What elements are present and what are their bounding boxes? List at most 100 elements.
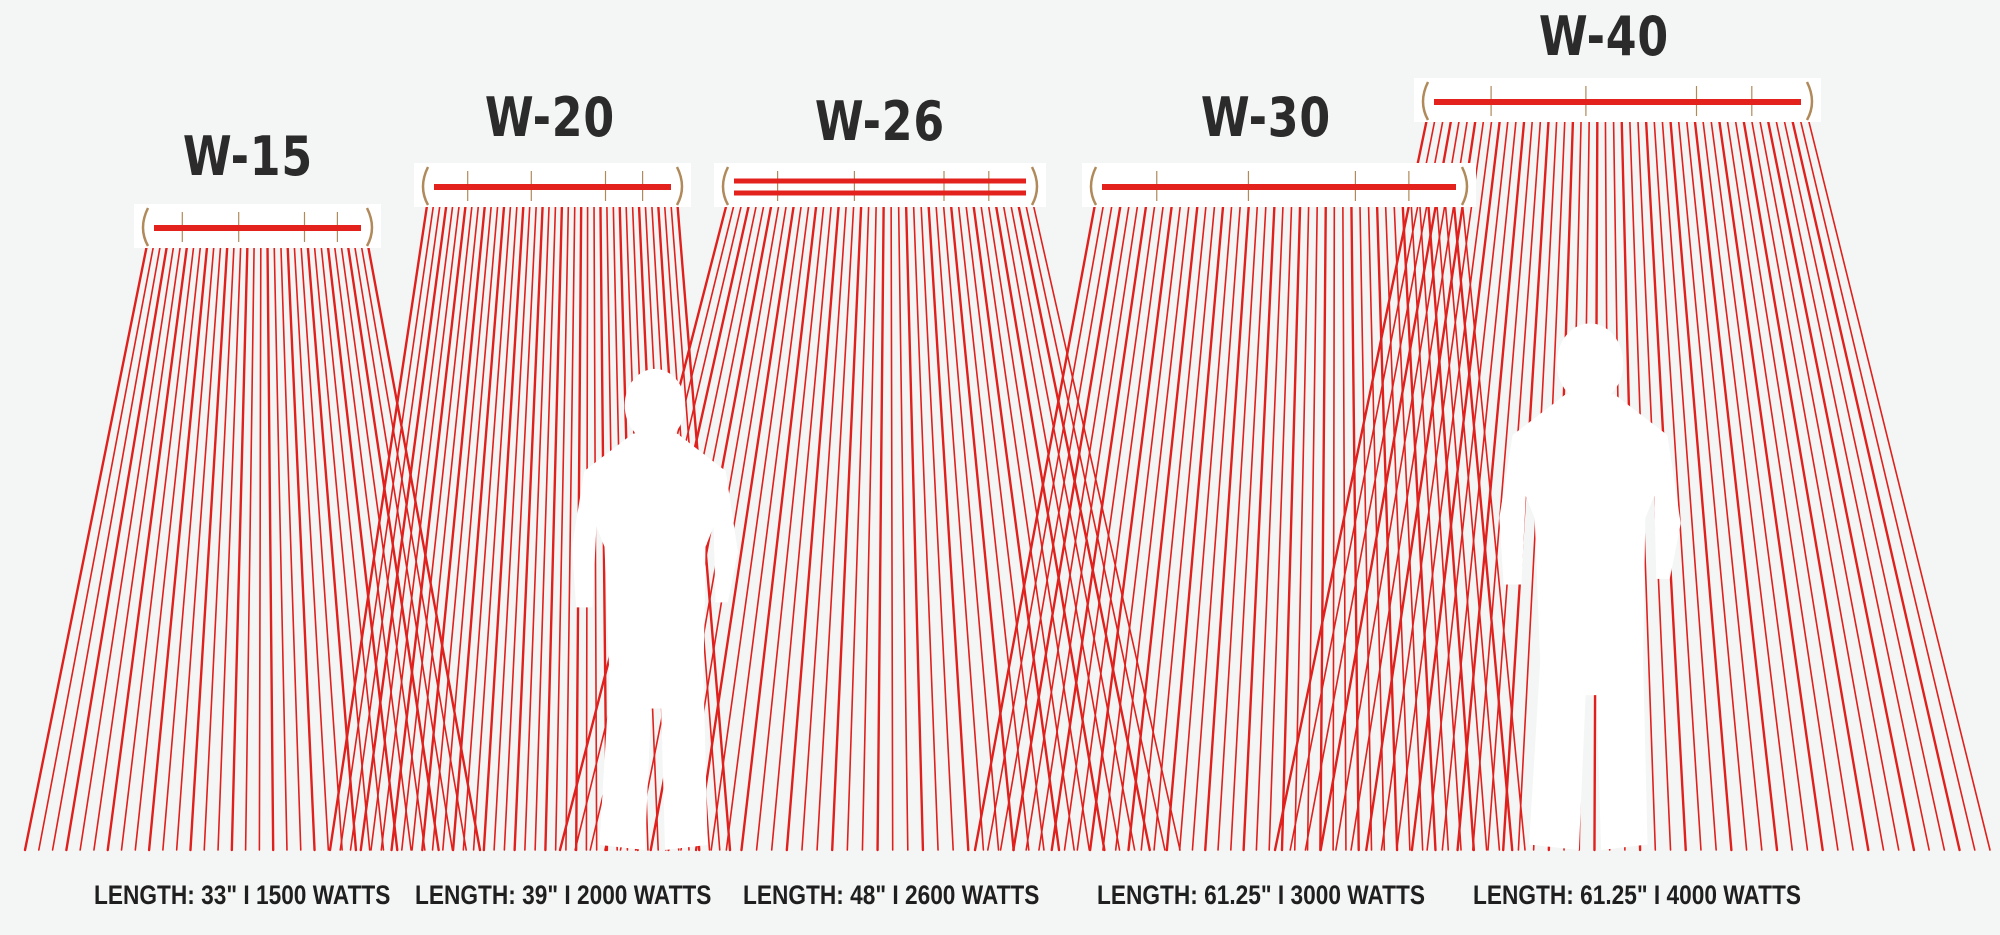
heater-unit-w40 — [1414, 78, 1821, 122]
heat-ray — [1076, 198, 1165, 851]
heat-ray — [986, 198, 1091, 851]
heat-ray — [120, 239, 196, 851]
heat-ray — [986, 198, 1106, 851]
heat-ray — [785, 197, 841, 852]
heat-ray — [1410, 112, 1502, 852]
heat-ray — [319, 239, 385, 851]
heat-ray — [993, 197, 1106, 852]
heater-unit-w20 — [414, 163, 691, 207]
model-title-w40: W-40 — [1538, 5, 1670, 68]
heat-ray — [1741, 112, 1870, 852]
heat-ray — [299, 239, 343, 851]
heater-bracket-right — [1460, 166, 1469, 206]
person-silhouette-right — [1499, 323, 1681, 850]
heat-ray — [472, 198, 519, 851]
heat-ray — [162, 239, 216, 851]
person-body — [572, 433, 738, 850]
heat-ray — [942, 198, 1000, 851]
spec-label-w40: LENGTH: 61.25" I 4000 WATTS — [1473, 880, 1801, 910]
heat-ray — [503, 198, 538, 851]
heat-ray — [1050, 197, 1149, 852]
heat-ray — [328, 197, 430, 852]
heat-ray — [349, 198, 442, 851]
heat-fan-w30 — [973, 197, 1526, 852]
heat-ray — [1677, 113, 1748, 851]
spec-label-w20: LENGTH: 39" I 2000 WATTS — [415, 880, 712, 910]
heat-ray — [339, 239, 426, 851]
spec-label-w26: LENGTH: 48" I 2600 WATTS — [743, 880, 1040, 910]
heat-ray — [1350, 113, 1470, 851]
heat-ray — [1063, 198, 1157, 851]
heat-ray — [1127, 197, 1200, 852]
heat-ray — [1001, 198, 1121, 851]
heat-ray — [1114, 198, 1191, 851]
heat-ray — [957, 198, 1030, 851]
heat-ray — [1692, 112, 1779, 852]
heat-ray — [1789, 112, 1961, 852]
heat-ray — [1306, 198, 1319, 851]
heater-bracket-left — [141, 207, 150, 247]
heat-ray — [1025, 198, 1131, 851]
heat-ray — [359, 197, 449, 852]
heat-ray — [462, 198, 512, 851]
heater-bracket-left — [721, 166, 730, 206]
heat-ray — [1685, 113, 1763, 851]
heat-ray — [411, 198, 480, 851]
heat-ray — [293, 239, 330, 851]
heat-ray — [313, 239, 371, 851]
heat-ray — [979, 198, 1075, 851]
heat-ray — [442, 198, 500, 851]
heat-ray — [1140, 198, 1208, 851]
heat-ray — [934, 198, 985, 851]
heat-ray — [1461, 198, 1526, 851]
heat-ray — [493, 198, 531, 851]
heat-ray — [1773, 113, 1930, 851]
heat-ray — [1255, 198, 1285, 851]
heat-ray — [816, 198, 855, 851]
heat-ray — [1380, 113, 1486, 851]
model-title-w30: W-30 — [1200, 86, 1332, 149]
heat-ray — [1038, 198, 1140, 851]
heat-ray — [203, 239, 236, 851]
heat-ray — [1273, 112, 1430, 852]
heat-ray — [1435, 198, 1488, 851]
heat-ray — [694, 197, 796, 852]
heat-ray — [189, 238, 229, 852]
heat-ray — [999, 198, 1114, 851]
heat-ray — [949, 197, 1015, 852]
heat-ray — [1798, 113, 1976, 851]
heat-ray — [1452, 197, 1514, 852]
heat-ray — [554, 198, 570, 851]
model-title-w20: W-20 — [484, 86, 616, 149]
spec-label-w30: LENGTH: 61.25" I 3000 WATTS — [1097, 880, 1425, 910]
heat-ray — [1165, 197, 1225, 852]
heat-ray — [1153, 198, 1216, 851]
heat-ray — [1359, 198, 1373, 851]
heat-ray — [1178, 198, 1233, 851]
heater-bracket-right — [675, 166, 684, 206]
heat-ray — [1717, 112, 1824, 852]
heat-ray — [230, 238, 249, 852]
heat-ray — [1088, 197, 1174, 852]
heat-ray — [244, 239, 255, 851]
heater-housing — [714, 163, 1046, 207]
heat-ray — [286, 238, 316, 852]
spec-label-w15: LENGTH: 33" I 1500 WATTS — [94, 880, 391, 910]
heat-ray — [1393, 198, 1424, 851]
heat-ray — [106, 238, 190, 852]
heat-ray — [770, 198, 833, 851]
heater-unit-w15 — [134, 204, 381, 248]
heat-ray — [266, 238, 275, 852]
heat-ray — [421, 197, 487, 852]
heat-ray — [390, 197, 468, 852]
heat-ray — [1191, 198, 1242, 851]
heat-ray — [890, 198, 894, 851]
heat-ray — [1733, 113, 1854, 851]
heat-ray — [482, 197, 525, 852]
heat-ray — [534, 198, 557, 851]
heat-ray — [1031, 198, 1181, 851]
heat-ray — [513, 197, 545, 852]
heat-ray — [1332, 198, 1336, 851]
heat-ray — [400, 198, 474, 851]
